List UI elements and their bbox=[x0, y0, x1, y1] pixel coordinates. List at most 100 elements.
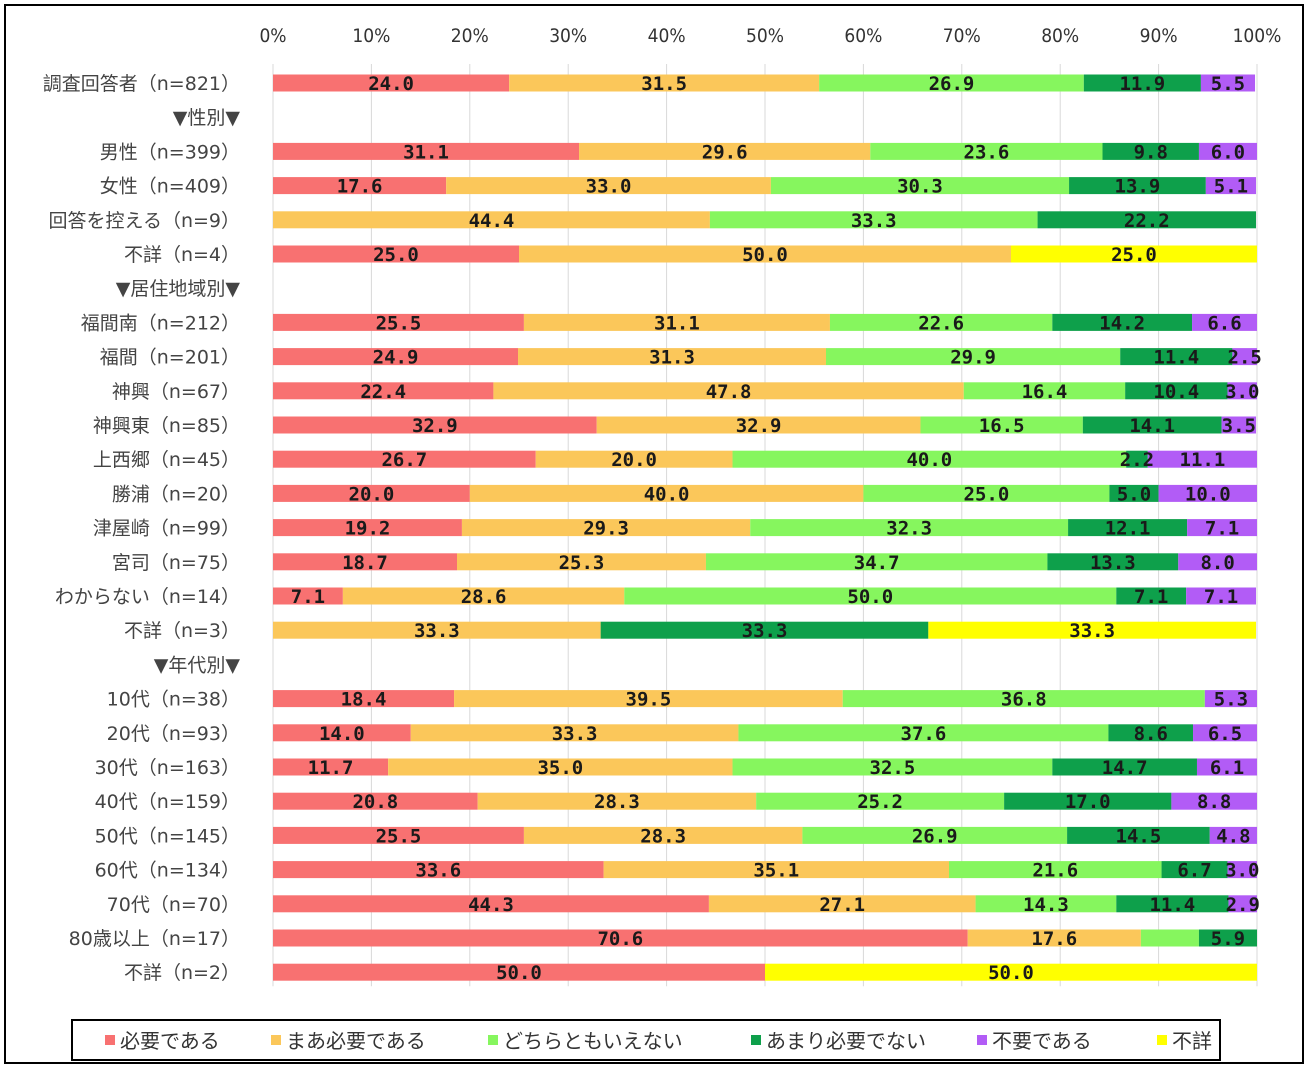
bar-segment bbox=[273, 519, 462, 537]
row-label: 調査回答者（n=821） bbox=[43, 73, 240, 95]
data-label: 25.3 bbox=[559, 552, 605, 574]
bar-segment bbox=[1161, 861, 1228, 879]
row-label: 40代（n=159） bbox=[95, 791, 240, 813]
x-tick-label: 50% bbox=[746, 25, 784, 47]
legend-label: どちらともいえない bbox=[503, 1029, 683, 1053]
bar-segment bbox=[967, 929, 1141, 947]
data-label: 28.3 bbox=[594, 791, 640, 813]
bar-segment bbox=[273, 929, 968, 947]
row-label: 20代（n=93） bbox=[107, 723, 240, 745]
bar-segment bbox=[446, 177, 771, 195]
group-header-label: ▼性別▼ bbox=[173, 107, 241, 129]
data-label: 40.0 bbox=[906, 449, 952, 471]
bar-segment bbox=[273, 963, 765, 981]
data-label: 31.1 bbox=[403, 141, 449, 163]
data-label: 7.1 bbox=[1205, 518, 1239, 540]
bar-segment bbox=[750, 519, 1069, 537]
data-label: 18.4 bbox=[341, 689, 387, 711]
data-label: 44.3 bbox=[468, 894, 514, 916]
bar-segment bbox=[1187, 519, 1257, 537]
row-label: 60代（n=134） bbox=[95, 860, 240, 882]
row-label: 不詳（n=3） bbox=[124, 620, 240, 642]
bar-segment bbox=[709, 211, 1038, 229]
data-label: 6.1 bbox=[1210, 757, 1244, 779]
data-label: 30.3 bbox=[897, 176, 943, 198]
data-label: 40.0 bbox=[644, 483, 690, 505]
bar-segment bbox=[388, 758, 733, 776]
data-label: 28.6 bbox=[461, 586, 507, 608]
bar-segment bbox=[1004, 792, 1172, 810]
row-label: 不詳（n=2） bbox=[124, 962, 240, 984]
data-label: 10.0 bbox=[1185, 483, 1231, 505]
data-label: 50.0 bbox=[988, 962, 1034, 984]
data-label: 32.3 bbox=[886, 518, 932, 540]
row-labels: 調査回答者（n=821） ▼性別▼ 男性（n=399） 女性（n=409） 回答を控える… bbox=[43, 73, 241, 984]
bar-segment bbox=[1232, 348, 1257, 366]
data-label: 50.0 bbox=[742, 244, 788, 266]
bar-segment bbox=[1116, 895, 1229, 913]
data-label: 26.7 bbox=[381, 449, 427, 471]
bar-segment bbox=[579, 142, 871, 160]
bar-segment bbox=[928, 621, 1257, 639]
bar-segment bbox=[1083, 74, 1201, 92]
bar-segment bbox=[273, 142, 580, 160]
data-label: 6.5 bbox=[1208, 723, 1242, 745]
bar-segment bbox=[1228, 895, 1257, 913]
bar-segment bbox=[1186, 587, 1257, 605]
row-label: わからない（n=14） bbox=[55, 586, 240, 608]
data-label: 26.9 bbox=[912, 825, 958, 847]
data-label: 11.4 bbox=[1149, 894, 1195, 916]
bar-segment bbox=[600, 621, 929, 639]
data-label: 50.0 bbox=[847, 586, 893, 608]
legend-box bbox=[71, 1019, 1221, 1061]
row-label: 回答を控える（n=9） bbox=[49, 210, 240, 232]
data-label: 31.1 bbox=[654, 312, 700, 334]
x-tick-label: 80% bbox=[1041, 25, 1079, 47]
data-label: 5.5 bbox=[1211, 73, 1245, 95]
bars bbox=[273, 74, 1257, 981]
bar-segment bbox=[705, 553, 1048, 571]
row-label: 宮司（n=75） bbox=[112, 552, 240, 574]
bar-segment bbox=[732, 450, 1127, 468]
bar-segment bbox=[1052, 313, 1193, 331]
data-label: 14.3 bbox=[1023, 894, 1069, 916]
legend-label: 必要である bbox=[120, 1029, 220, 1053]
data-label: 32.9 bbox=[736, 415, 782, 437]
data-label: 18.7 bbox=[342, 552, 388, 574]
data-label: 24.0 bbox=[368, 73, 414, 95]
bar-segment bbox=[1209, 826, 1257, 844]
data-label: 44.4 bbox=[469, 210, 515, 232]
x-tick-label: 60% bbox=[844, 25, 882, 47]
bar-segment bbox=[523, 313, 830, 331]
bar-segment bbox=[1082, 416, 1222, 434]
data-label: 8.0 bbox=[1200, 552, 1234, 574]
bar-segment bbox=[1011, 245, 1257, 263]
row-label: 10代（n=38） bbox=[107, 689, 240, 711]
x-tick-label: 20% bbox=[451, 25, 489, 47]
data-label: 7.1 bbox=[291, 586, 325, 608]
bar-segment bbox=[1108, 724, 1194, 742]
data-label: 6.7 bbox=[1177, 860, 1211, 882]
bar-segment bbox=[1227, 382, 1257, 400]
bar-segment bbox=[949, 861, 1162, 879]
bar-segment bbox=[1198, 929, 1257, 947]
data-label: 25.0 bbox=[373, 244, 419, 266]
legend-swatch bbox=[1157, 1035, 1167, 1045]
data-label: 5.3 bbox=[1214, 689, 1248, 711]
bar-segment bbox=[273, 245, 519, 263]
data-label: 25.0 bbox=[964, 483, 1010, 505]
bar-segment bbox=[273, 895, 709, 913]
group-header-label: ▼居住地域別▼ bbox=[116, 278, 241, 300]
data-label: 20.8 bbox=[352, 791, 398, 813]
bar-segment bbox=[523, 826, 803, 844]
bar-segment bbox=[819, 74, 1084, 92]
bar-segment bbox=[1200, 74, 1256, 92]
bar-segment bbox=[273, 177, 447, 195]
bar-segment bbox=[273, 724, 411, 742]
data-label: 5.0 bbox=[1117, 483, 1151, 505]
bar-segment bbox=[863, 484, 1110, 502]
data-label: 14.0 bbox=[319, 723, 365, 745]
data-label: 33.3 bbox=[414, 620, 460, 642]
bar-segment bbox=[732, 758, 1053, 776]
bar-segment bbox=[826, 348, 1121, 366]
